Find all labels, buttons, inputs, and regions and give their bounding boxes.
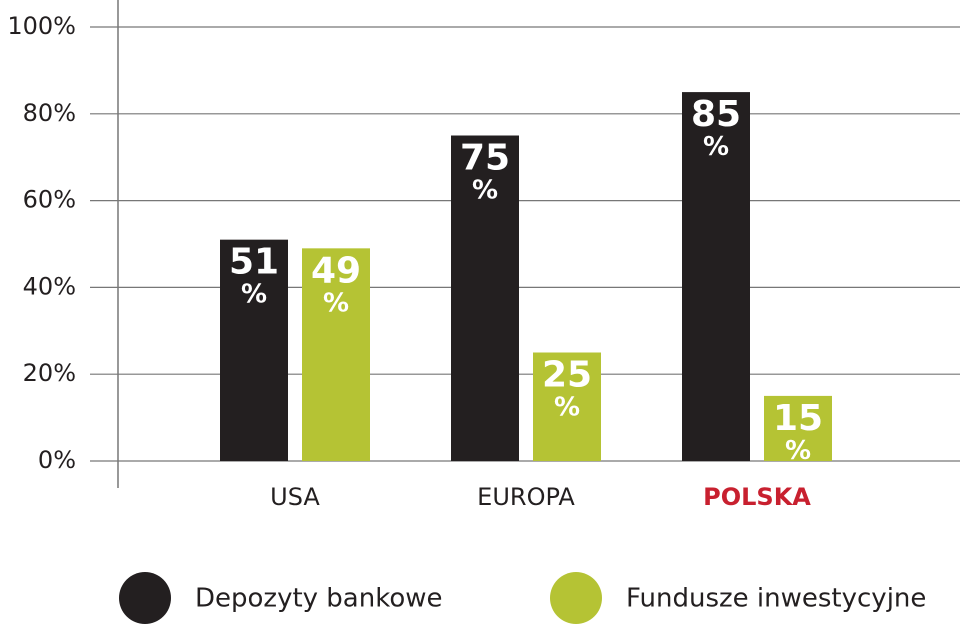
value-number: 75 (460, 138, 510, 179)
bar (220, 239, 288, 461)
x-tick-label: EUROPA (477, 483, 575, 511)
value-unit: % (241, 279, 267, 309)
bar (533, 352, 601, 461)
value-unit: % (785, 435, 811, 465)
bar (764, 395, 832, 461)
value-number: 85 (691, 94, 741, 135)
value-unit: % (703, 132, 729, 162)
value-label: 49% (311, 250, 361, 318)
value-unit: % (472, 175, 498, 205)
value-label: 75% (460, 138, 510, 206)
legend-label: Fundusze inwestycyjne (626, 584, 926, 614)
value-label: 51% (229, 242, 279, 310)
y-tick-label: 0% (38, 446, 76, 474)
y-tick-label: 40% (23, 272, 76, 300)
bar (682, 92, 750, 461)
y-tick-label: 80% (23, 99, 76, 127)
y-tick-label: 100% (7, 12, 76, 40)
value-unit: % (554, 392, 580, 422)
y-tick-label: 60% (23, 186, 76, 214)
value-label: 25% (542, 355, 592, 423)
value-number: 25 (542, 355, 592, 396)
bar (451, 135, 519, 461)
value-label: 85% (691, 94, 741, 162)
legend-label: Depozyty bankowe (195, 584, 443, 614)
value-label: 15% (773, 398, 823, 466)
legend-swatch (119, 572, 171, 624)
x-tick-label: USA (270, 483, 320, 511)
legend-swatch (550, 572, 602, 624)
value-number: 51 (229, 242, 279, 283)
value-number: 15 (773, 398, 823, 439)
x-tick-label: POLSKA (703, 483, 811, 511)
y-tick-label: 20% (23, 359, 76, 387)
bar (302, 248, 370, 461)
value-number: 49 (311, 250, 361, 291)
value-unit: % (323, 288, 349, 318)
